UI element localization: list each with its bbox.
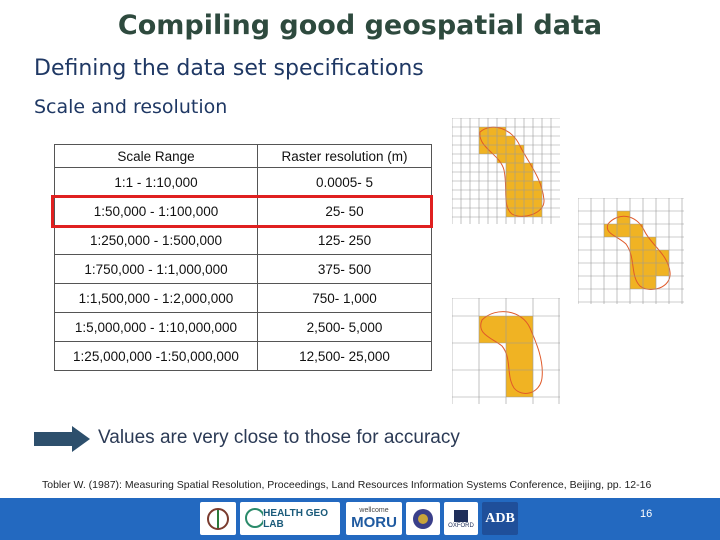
slide-title: Compiling good geospatial data xyxy=(117,10,603,41)
table-row: 1:25,000,000 -1:50,000,000 12,500- 25,00… xyxy=(54,341,432,371)
header-raster-resolution: Raster resolution (m) xyxy=(257,144,432,168)
oxford-logo: OXFORD xyxy=(444,502,478,535)
page-number: 16 xyxy=(640,508,653,520)
accuracy-note: Values are very close to those for accur… xyxy=(98,427,460,448)
medium-raster-grid-illustration xyxy=(578,198,684,304)
crest-icon xyxy=(454,509,468,522)
scale-resolution-table: Scale Range Raster resolution (m) 1:1 - … xyxy=(54,144,432,371)
section-heading: Scale and resolution xyxy=(34,96,228,118)
fine-raster-grid-illustration xyxy=(452,118,560,224)
table-header-row: Scale Range Raster resolution (m) xyxy=(54,144,432,168)
citation-text: Tobler W. (1987): Measuring Spatial Reso… xyxy=(42,479,652,491)
health-geolab-logo: HEALTH GEO LAB xyxy=(240,502,340,535)
resolution-cell: 125- 250 xyxy=(257,225,432,255)
table-row: 1:1,500,000 - 1:2,000,000 750- 1,000 xyxy=(54,283,432,313)
scale-cell: 1:25,000,000 -1:50,000,000 xyxy=(54,341,258,371)
oxford-text: OXFORD xyxy=(448,522,474,529)
table-row: 1:750,000 - 1:1,000,000 375- 500 xyxy=(54,254,432,284)
adb-logo: ADB xyxy=(482,502,518,535)
moru-text: MORU xyxy=(351,513,397,531)
resolution-cell: 2,500- 5,000 xyxy=(257,312,432,342)
health-geolab-text: HEALTH GEO LAB xyxy=(263,507,328,530)
table-row: 1:5,000,000 - 1:10,000,000 2,500- 5,000 xyxy=(54,312,432,342)
resolution-cell: 0.0005- 5 xyxy=(257,167,432,197)
scale-cell: 1:250,000 - 1:500,000 xyxy=(54,225,258,255)
arrow-right-icon xyxy=(34,426,90,452)
emblem-icon xyxy=(207,507,229,530)
mahidol-logo xyxy=(406,502,440,535)
resolution-cell: 12,500- 25,000 xyxy=(257,341,432,371)
adb-text: ADB xyxy=(485,510,515,526)
table-row: 1:250,000 - 1:500,000 125- 250 xyxy=(54,225,432,255)
slide-subtitle: Defining the data set specifications xyxy=(34,56,424,81)
scale-cell: 1:1 - 1:10,000 xyxy=(54,167,258,197)
scale-cell: 1:750,000 - 1:1,000,000 xyxy=(54,254,258,284)
table-row: 1:1 - 1:10,000 0.0005- 5 xyxy=(54,167,432,197)
resolution-cell: 750- 1,000 xyxy=(257,283,432,313)
head-profile-icon xyxy=(245,507,264,528)
scale-cell: 1:50,000 - 1:100,000 xyxy=(54,196,258,226)
table-row: 1:50,000 - 1:100,000 25- 50 xyxy=(54,196,432,226)
scale-cell: 1:1,500,000 - 1:2,000,000 xyxy=(54,283,258,313)
wellcome-text: wellcome xyxy=(359,506,389,514)
scale-cell: 1:5,000,000 - 1:10,000,000 xyxy=(54,312,258,342)
moru-logo: wellcome MORU xyxy=(346,502,402,535)
thai-emblem-logo xyxy=(200,502,236,535)
resolution-cell: 375- 500 xyxy=(257,254,432,284)
coarse-raster-grid-illustration xyxy=(452,298,560,404)
highlight-box xyxy=(51,195,433,228)
seal-icon xyxy=(413,508,433,529)
header-scale-range: Scale Range xyxy=(54,144,258,168)
